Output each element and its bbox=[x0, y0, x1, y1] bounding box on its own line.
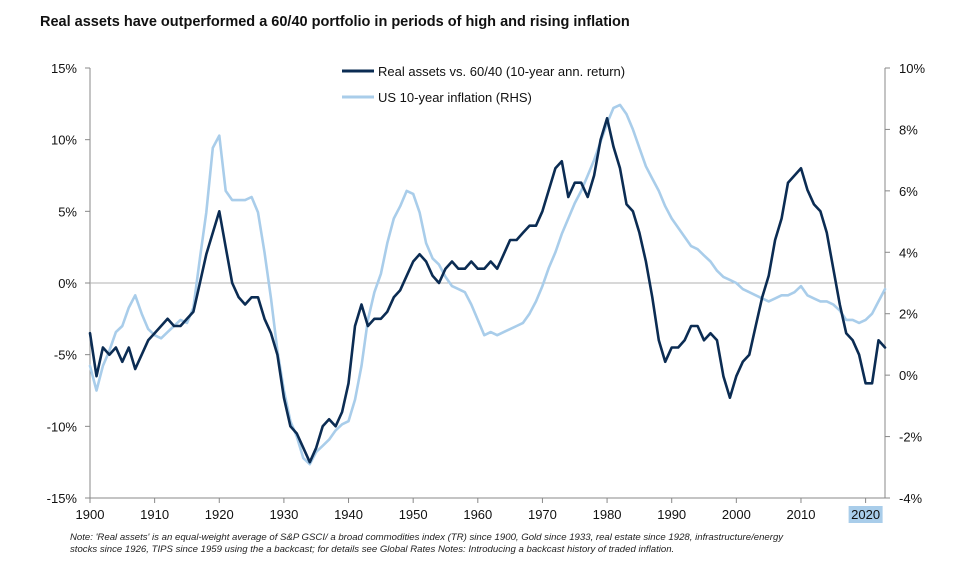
x-tick-label: 1930 bbox=[269, 507, 298, 522]
x-tick-label: 2000 bbox=[722, 507, 751, 522]
x-tick-label: 1970 bbox=[528, 507, 557, 522]
y-left-tick-label: 0% bbox=[58, 276, 77, 291]
y-left-tick-label: -10% bbox=[47, 419, 78, 434]
series-line-us-inflation bbox=[88, 103, 887, 466]
x-tick-label: 1980 bbox=[593, 507, 622, 522]
x-tick-label: 1990 bbox=[657, 507, 686, 522]
legend-label: US 10-year inflation (RHS) bbox=[378, 90, 532, 105]
axes: 15% 10% 5% 0% -5% -10% -15% 10% 8% 6% 4% 2% 0% -2% -4%… bbox=[47, 61, 925, 523]
series-group bbox=[88, 103, 887, 466]
footnote-line-1: Note: 'Real assets' is an equal-weight a… bbox=[70, 532, 784, 543]
y-right-tick-label: 10% bbox=[899, 61, 925, 76]
y-left-tick-label: 5% bbox=[58, 204, 77, 219]
x-tick-highlight bbox=[848, 506, 883, 523]
x-tick-label: 1960 bbox=[463, 507, 492, 522]
y-right-tick-label: -4% bbox=[899, 491, 923, 506]
y-right-tick-label: 6% bbox=[899, 184, 918, 199]
x-tick-label: 2010 bbox=[787, 507, 816, 522]
x-tick-label: 1910 bbox=[140, 507, 169, 522]
x-tick-label: 1900 bbox=[76, 507, 105, 522]
x-tick-label: 2020 bbox=[851, 507, 880, 522]
y-right-tick-label: -2% bbox=[899, 430, 923, 445]
y-right-tick-label: 2% bbox=[899, 307, 918, 322]
x-tick-label: 1950 bbox=[399, 507, 428, 522]
y-left-tick-label: -15% bbox=[47, 491, 78, 506]
legend: Real assets vs. 60/40 (10-year ann. retu… bbox=[342, 64, 625, 105]
y-left-tick-label: 10% bbox=[51, 133, 77, 148]
footnote-line-2: stocks since 1926, TIPS since 1959 using… bbox=[70, 544, 675, 555]
chart: 15% 10% 5% 0% -5% -10% -15% 10% 8% 6% 4% 2% 0% -2% -4%… bbox=[47, 61, 925, 523]
y-right-tick-label: 8% bbox=[899, 122, 918, 137]
y-right-tick-label: 4% bbox=[899, 245, 918, 260]
x-tick-label: 1940 bbox=[334, 507, 363, 522]
footnote: Note: 'Real assets' is an equal-weight a… bbox=[70, 532, 940, 556]
legend-label: Real assets vs. 60/40 (10-year ann. retu… bbox=[378, 64, 625, 79]
x-tick-label: 1920 bbox=[205, 507, 234, 522]
y-left-tick-label: -5% bbox=[54, 348, 78, 363]
y-right-tick-label: 0% bbox=[899, 368, 918, 383]
y-left-tick-label: 15% bbox=[51, 61, 77, 76]
series-line-real-assets bbox=[88, 116, 887, 464]
chart-title: Real assets have outperformed a 60/40 po… bbox=[40, 14, 630, 30]
